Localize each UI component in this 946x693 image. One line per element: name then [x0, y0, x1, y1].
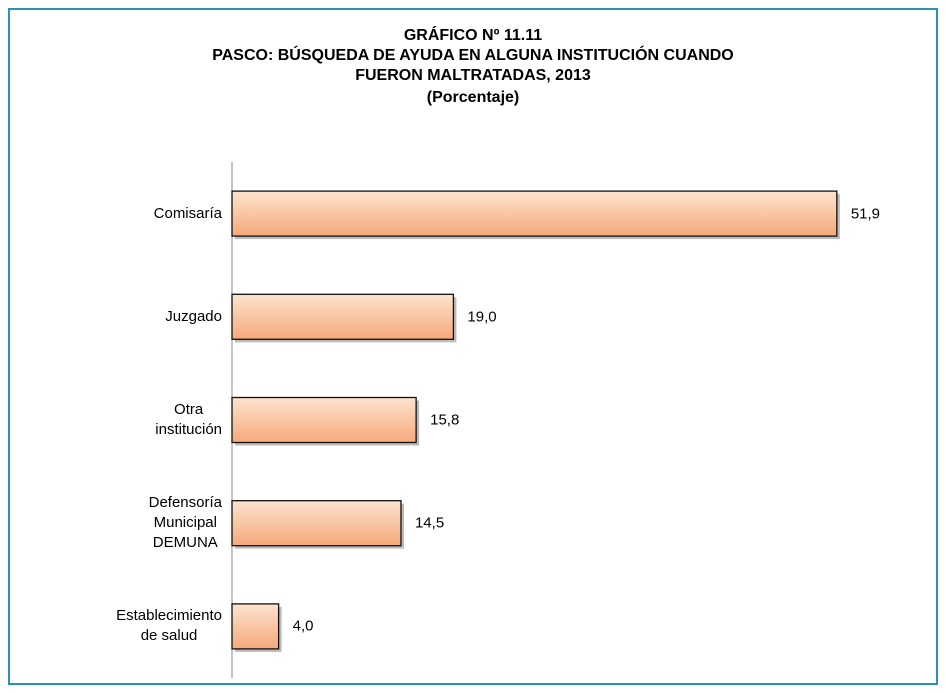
- data-label: 19,0: [467, 308, 497, 326]
- chart-title: FUERON MALTRATADAS, 2013: [355, 67, 591, 84]
- chart-title: GRÁFICO Nº 11.11: [403, 27, 543, 44]
- data-label: 14,5: [414, 514, 445, 532]
- bar: [231, 396, 417, 444]
- y-tick-label: Defensoría Municipal DEMUNA: [148, 494, 222, 552]
- y-tick-label: Otra institución: [155, 401, 222, 438]
- chart-title: PASCO: BÚSQUEDA DE AYUDA EN ALGUNA INSTI…: [212, 47, 734, 64]
- y-tick-label: Establecimiento de salud: [116, 607, 222, 645]
- bar: [231, 293, 455, 340]
- bar: [231, 190, 838, 237]
- data-label: 4,0: [292, 617, 314, 635]
- chart-title: (Porcentaje): [426, 89, 520, 106]
- data-label: 51,9: [850, 205, 881, 223]
- data-label: 15,8: [430, 411, 460, 429]
- frame: [8, 8, 938, 685]
- y-tick-label: Comisaría: [153, 204, 222, 222]
- bar: [231, 603, 280, 650]
- y-tick-label: Juzgado: [165, 307, 222, 325]
- bar: [231, 500, 402, 547]
